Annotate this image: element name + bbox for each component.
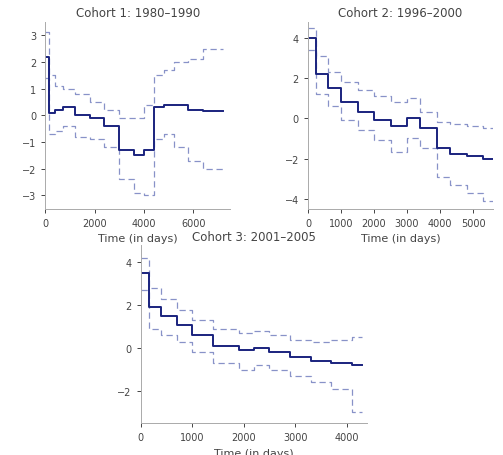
X-axis label: Time (in days): Time (in days) xyxy=(98,234,178,244)
X-axis label: Time (in days): Time (in days) xyxy=(361,234,440,244)
Title: Cohort 3: 2001–2005: Cohort 3: 2001–2005 xyxy=(192,230,316,243)
X-axis label: Time (in days): Time (in days) xyxy=(214,448,294,455)
Title: Cohort 1: 1980–1990: Cohort 1: 1980–1990 xyxy=(75,7,200,20)
Title: Cohort 2: 1996–2000: Cohort 2: 1996–2000 xyxy=(339,7,463,20)
